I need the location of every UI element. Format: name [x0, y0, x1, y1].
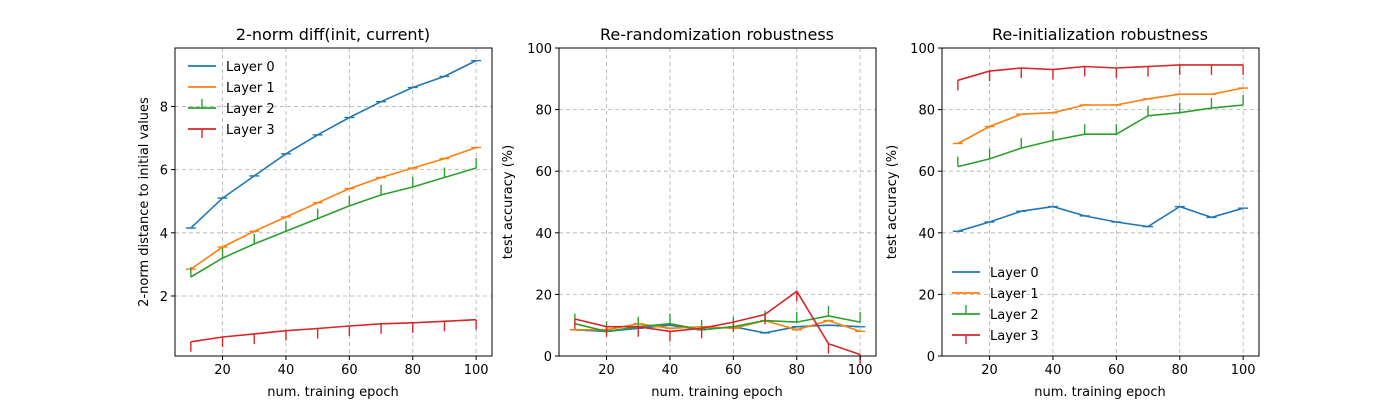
- x-tick-label: 20: [981, 363, 998, 378]
- x-tick-label: 60: [341, 363, 358, 378]
- y-tick-label: 20: [535, 288, 552, 303]
- y-tick-label: 2: [160, 290, 168, 305]
- legend-label: Layer 2: [226, 102, 275, 117]
- series-line: [190, 146, 477, 270]
- x-tick-label: 80: [788, 363, 805, 378]
- legend-label: Layer 3: [990, 329, 1039, 344]
- x-tick-label: 40: [278, 363, 295, 378]
- y-tick-label: 4: [160, 227, 168, 242]
- y-tick-label: 40: [535, 227, 552, 242]
- legend-label: Layer 0: [226, 60, 275, 75]
- series-layer-0: [952, 205, 1249, 233]
- y-tick-label: 20: [918, 288, 935, 303]
- series-layer-2: [957, 94, 1244, 168]
- legend: Layer 0 Layer 1 Layer 2 Layer 3: [952, 266, 1039, 344]
- series-line: [574, 315, 861, 333]
- plot-area-frame: [174, 47, 493, 357]
- series-layer-1: [185, 146, 482, 270]
- series-line: [957, 104, 1244, 168]
- legend-label: Layer 2: [990, 308, 1039, 323]
- panel-rerandomization: Re-randomization robustness num. trainin…: [501, 25, 877, 400]
- panel-norm-diff: 2-norm diff(init, current) num. training…: [137, 25, 493, 400]
- x-axis-label: num. training epoch: [651, 385, 783, 400]
- legend-label: Layer 1: [990, 287, 1039, 302]
- legend-label: Layer 0: [990, 266, 1039, 281]
- y-axis-label: test accuracy (%): [885, 145, 900, 259]
- x-tick-label: 40: [1045, 363, 1062, 378]
- y-axis-label: 2-norm distance to initial values: [137, 97, 152, 307]
- legend-label: Layer 3: [226, 123, 275, 138]
- x-tick-label: 100: [848, 363, 873, 378]
- series-line: [190, 167, 477, 278]
- y-tick-label: 0: [544, 350, 552, 365]
- series-line: [574, 290, 861, 356]
- legend-label: Layer 1: [226, 81, 275, 96]
- x-tick-label: 80: [1171, 363, 1188, 378]
- chart-title: Re-randomization robustness: [600, 25, 834, 44]
- series-line: [190, 59, 477, 229]
- panel-reinitialization: Re-initialization robustness num. traini…: [885, 25, 1260, 400]
- y-tick-label: 6: [160, 164, 168, 179]
- y-tick-label: 100: [910, 42, 935, 57]
- x-tick-label: 20: [598, 363, 615, 378]
- x-tick-label: 100: [464, 363, 489, 378]
- chart-title: 2-norm diff(init, current): [236, 25, 430, 44]
- series-line: [957, 64, 1244, 82]
- y-tick-label: 40: [918, 227, 935, 242]
- y-tick-label: 60: [535, 165, 552, 180]
- x-axis-label: num. training epoch: [1034, 385, 1166, 400]
- y-tick-label: 60: [918, 165, 935, 180]
- x-tick-label: 80: [404, 363, 421, 378]
- plot-area-frame: [558, 47, 877, 357]
- series-layer-1: [952, 87, 1249, 145]
- x-tick-label: 60: [1108, 363, 1125, 378]
- series-layer-2: [190, 158, 477, 278]
- x-axis-label: num. training epoch: [267, 385, 399, 400]
- series-line: [957, 87, 1244, 145]
- x-tick-label: 20: [214, 363, 231, 378]
- y-tick-label: 0: [927, 350, 935, 365]
- series-layer-3: [190, 318, 477, 352]
- y-tick-label: 8: [160, 100, 168, 115]
- series-line: [957, 205, 1244, 233]
- y-axis-label: test accuracy (%): [501, 145, 516, 259]
- series-layer-0: [185, 59, 482, 229]
- y-tick-label: 80: [535, 104, 552, 119]
- y-tick-label: 100: [527, 42, 552, 57]
- x-tick-label: 60: [725, 363, 742, 378]
- chart-title: Re-initialization robustness: [992, 25, 1208, 44]
- legend: Layer 0 Layer 1 Layer 2 Layer 3: [188, 60, 275, 138]
- x-tick-label: 40: [662, 363, 679, 378]
- series-layer-3: [574, 290, 861, 365]
- x-tick-label: 100: [1231, 363, 1256, 378]
- y-tick-label: 80: [918, 104, 935, 119]
- series-layer-3: [957, 64, 1244, 91]
- plot-area-frame: [941, 47, 1260, 357]
- series-line: [190, 318, 477, 343]
